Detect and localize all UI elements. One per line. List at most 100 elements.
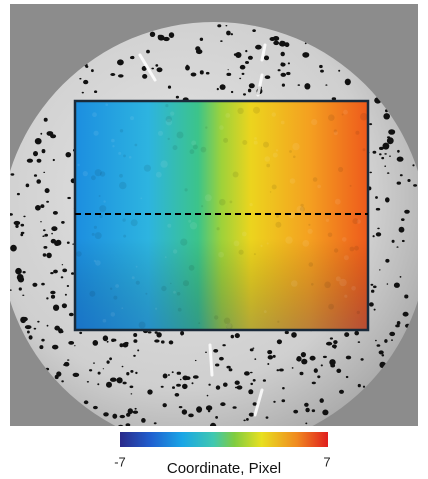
speckle [228,368,233,372]
field-spot [135,265,138,268]
speckle [34,138,42,145]
field-spot [167,223,172,228]
speckle [399,276,402,278]
speckle [311,409,316,413]
speckle [249,371,253,374]
field-spot [131,276,135,280]
speckle [276,369,280,372]
speckle [130,56,135,60]
field-spot [272,152,278,158]
field-spot [266,163,271,168]
field-spot [110,312,116,317]
speckle [281,399,286,403]
field-spot [349,246,355,252]
speckle [273,400,276,403]
speckle [36,179,41,184]
speckle [167,85,172,89]
speckle [121,365,124,368]
speckle [56,371,62,377]
field-spot [237,107,244,115]
speckle [116,377,123,384]
speckle [32,282,38,287]
speckle [37,320,40,323]
field-spot [293,155,296,159]
speckle [20,316,27,324]
speckle [246,418,249,421]
speckle [216,87,219,91]
speckle [254,358,257,360]
colorbar-max: 7 [323,454,330,469]
speckle [273,40,280,46]
speckle [176,371,181,375]
speckle [122,381,127,385]
field-spot [165,104,169,108]
speckle [106,381,112,388]
speckle [43,229,46,232]
speckle [62,268,68,273]
field-shade [75,101,368,330]
field-spot [341,113,344,116]
speckle [241,72,245,75]
speckle [391,339,393,341]
reflections [138,43,267,417]
speckle [156,332,162,338]
speckle [178,406,183,409]
speckle [282,387,285,390]
speckle [213,349,219,353]
field-spot [172,145,178,151]
field-spot [130,219,138,227]
field-spot [201,205,204,208]
speckle [46,131,54,136]
field-spot [351,286,356,291]
speckle [18,287,22,291]
speckle [276,339,282,345]
speckle [205,405,213,411]
speckle [219,84,226,90]
field-spot [99,214,103,219]
field-spot [263,141,269,148]
speckle [208,383,211,386]
speckle [286,71,291,76]
speckle [23,215,26,218]
field-spot [119,173,123,178]
field-spot [93,130,99,136]
speckle [215,385,221,390]
speckle [52,211,58,215]
speckle [205,71,210,75]
speckle [190,72,197,77]
speckle [125,423,131,426]
field-spot [333,131,338,136]
speckle [63,361,70,367]
speckle [383,113,391,120]
speckle [396,321,401,325]
field-spot [123,154,126,158]
field-spot [225,323,233,330]
field-spot [242,140,248,145]
field-spot [299,206,305,212]
field-spot [352,218,359,225]
field-spot [191,140,197,146]
field-spot [269,191,272,193]
speckle [372,235,375,238]
speckle [10,213,13,216]
field-spot [343,255,349,261]
speckle [83,79,89,85]
speckle [302,52,310,58]
speckle [375,196,378,199]
field-spot [167,137,170,141]
speckle [396,246,399,248]
speckle [248,83,255,89]
speckle [322,355,327,359]
field-spot [275,221,282,228]
speckle [304,42,307,45]
speckle [398,226,405,233]
speckle [117,424,125,426]
speckle [24,325,32,330]
speckle [234,380,240,385]
speckle [320,69,324,73]
speckle [362,385,366,388]
speckle [91,69,94,73]
field-spot [121,307,124,310]
speckle [389,155,391,157]
speckle [319,398,324,403]
